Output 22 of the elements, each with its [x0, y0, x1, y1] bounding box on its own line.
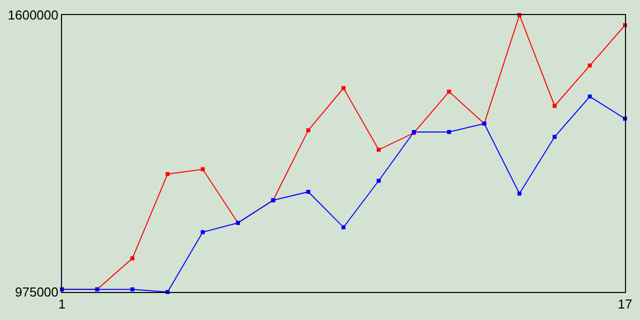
- point: [342, 86, 346, 90]
- point: [306, 128, 310, 132]
- point: [166, 172, 170, 176]
- point: [306, 190, 310, 194]
- y-tick-label: 975000: [15, 284, 58, 300]
- point: [376, 148, 381, 152]
- point: [200, 230, 205, 234]
- y-tick-label: 1600000: [8, 8, 58, 23]
- point: [376, 178, 381, 183]
- point: [588, 64, 592, 68]
- x-tick-label: 1: [58, 296, 66, 312]
- point: [130, 287, 134, 292]
- point: [200, 167, 205, 172]
- x-tick-label: 17: [618, 296, 632, 312]
- point: [447, 90, 452, 94]
- point: [447, 130, 452, 134]
- point: [517, 192, 522, 196]
- point: [130, 256, 134, 260]
- point: [588, 94, 592, 99]
- point: [342, 225, 346, 230]
- point: [552, 104, 557, 108]
- point: [552, 134, 557, 139]
